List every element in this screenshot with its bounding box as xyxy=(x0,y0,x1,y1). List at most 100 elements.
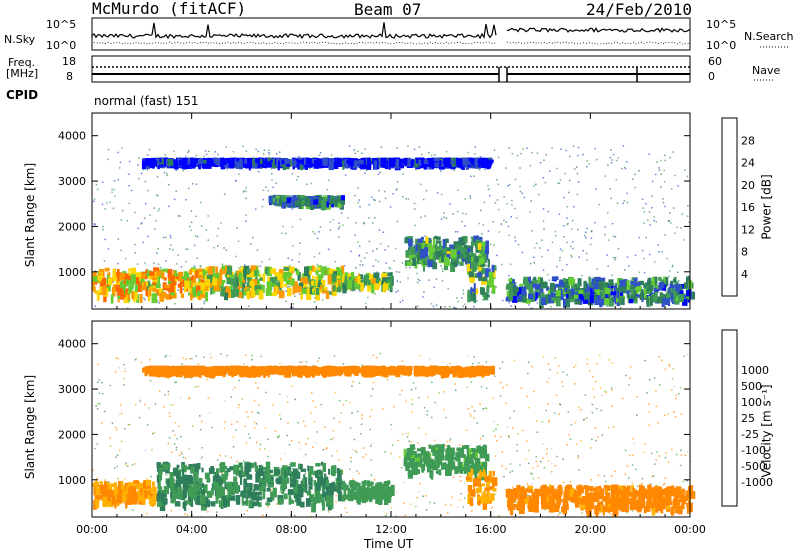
power-noise-pixel xyxy=(670,188,673,190)
power-noise-pixel xyxy=(245,150,248,152)
velocity-noise-pixel xyxy=(326,447,328,449)
power-noise-pixel xyxy=(577,154,579,157)
power-noise-pixel xyxy=(319,152,322,154)
velocity-noise-pixel xyxy=(385,512,388,515)
velocity-noise-pixel xyxy=(625,512,628,514)
velocity-noise-pixel xyxy=(97,363,99,366)
power-echo-pixel xyxy=(486,285,490,294)
power-noise-pixel xyxy=(493,244,495,246)
power-echo-pixel xyxy=(259,274,262,278)
velocity-echo-pixel xyxy=(215,494,219,504)
power-noise-pixel xyxy=(514,236,516,239)
power-noise-pixel xyxy=(669,156,671,159)
power-echo-pixel xyxy=(520,295,524,301)
power-noise-pixel xyxy=(526,147,528,149)
power-echo-pixel xyxy=(268,195,273,203)
power-echo-pixel xyxy=(378,280,385,285)
velocity-echo-pixel xyxy=(463,454,466,458)
power-echo-pixel xyxy=(371,278,377,285)
power-noise-pixel xyxy=(642,207,644,209)
power-noise-pixel xyxy=(188,150,190,152)
power-echo-pixel xyxy=(326,199,329,208)
power-echo-pixel xyxy=(441,245,447,252)
velocity-noise-pixel xyxy=(247,416,249,418)
velocity-noise-pixel xyxy=(335,501,337,503)
velocity-echo-pixel xyxy=(369,492,372,498)
velocity-echo-pixel xyxy=(440,462,447,470)
power-noise-pixel xyxy=(630,279,632,282)
power-noise-pixel xyxy=(354,234,356,236)
velocity-echo-pixel xyxy=(305,498,311,507)
velocity-echo-pixel xyxy=(111,495,116,505)
velocity-noise-pixel xyxy=(410,441,412,443)
power-echo-pixel xyxy=(175,160,179,170)
power-echo-pixel xyxy=(291,278,295,286)
power-echo-pixel xyxy=(340,265,345,275)
velocity-echo-pixel xyxy=(227,488,232,498)
velocity-noise-pixel xyxy=(291,467,294,470)
power-echo-pixel xyxy=(626,280,630,291)
power-noise-pixel xyxy=(329,221,331,223)
power-echo-pixel xyxy=(476,159,481,164)
velocity-noise-pixel xyxy=(332,437,334,440)
power-noise-pixel xyxy=(285,290,287,292)
velocity-noise-pixel xyxy=(471,406,473,408)
power-noise-pixel xyxy=(610,149,612,151)
power-echo-pixel xyxy=(493,270,496,278)
power-noise-pixel xyxy=(146,154,149,156)
power-echo-pixel xyxy=(133,294,136,303)
velocity-noise-pixel xyxy=(559,404,561,406)
velocity-echo-pixel xyxy=(169,486,175,491)
velocity-noise-pixel xyxy=(427,396,429,399)
power-noise-pixel xyxy=(185,199,187,201)
power-noise-pixel xyxy=(195,215,197,217)
power-noise-pixel xyxy=(469,197,472,199)
nsky-trace xyxy=(91,22,691,40)
velocity-noise-pixel xyxy=(168,412,171,414)
power-noise-pixel xyxy=(664,154,666,157)
power-noise-pixel xyxy=(376,271,378,273)
velocity-echo-pixel xyxy=(367,485,370,490)
power-echo-pixel xyxy=(302,279,308,289)
power-echo-region xyxy=(342,271,394,294)
power-noise-pixel xyxy=(405,198,407,200)
velocity-noise-pixel xyxy=(123,502,125,505)
velocity-noise-pixel xyxy=(358,472,360,475)
power-noise-pixel xyxy=(464,225,466,227)
velocity-noise-pixel xyxy=(220,353,222,355)
velocity-noise-pixel xyxy=(631,510,634,512)
power-echo-pixel xyxy=(423,241,428,249)
power-noise-pixel xyxy=(169,234,172,237)
power-echo-pixel xyxy=(292,160,297,167)
velocity-noise-pixel xyxy=(600,394,603,396)
power-echo-pixel xyxy=(369,277,373,282)
power-noise-pixel xyxy=(318,231,320,233)
velocity-echo-pixel xyxy=(187,488,194,497)
velocity-echo-pixel xyxy=(466,449,469,458)
velocity-echo-pixel xyxy=(204,472,210,479)
power-noise-pixel xyxy=(207,150,210,153)
power-echo-pixel xyxy=(633,296,638,304)
power-echo-pixel xyxy=(229,274,235,279)
power-echo-pixel xyxy=(139,271,142,282)
velocity-echo-pixel xyxy=(257,502,262,508)
velocity-noise-pixel xyxy=(578,469,580,471)
power-noise-pixel xyxy=(614,236,617,238)
velocity-noise-pixel xyxy=(679,386,682,389)
power-noise-pixel xyxy=(641,249,644,252)
velocity-echo-pixel xyxy=(412,444,415,450)
power-noise-pixel xyxy=(604,175,607,177)
velocity-noise-pixel xyxy=(446,440,448,443)
velocity-echo-pixel xyxy=(192,463,199,472)
power-echo-pixel xyxy=(685,285,688,295)
power-noise-pixel xyxy=(107,248,110,250)
power-echo-pixel xyxy=(233,289,239,297)
power-noise-pixel xyxy=(443,212,445,214)
velocity-noise-pixel xyxy=(628,384,630,386)
power-echo-pixel xyxy=(621,297,625,305)
power-echo-pixel xyxy=(190,292,193,301)
power-noise-pixel xyxy=(417,278,419,281)
power-echo-pixel xyxy=(680,284,686,289)
velocity-echo-pixel xyxy=(202,484,208,494)
power-noise-pixel xyxy=(539,247,541,249)
